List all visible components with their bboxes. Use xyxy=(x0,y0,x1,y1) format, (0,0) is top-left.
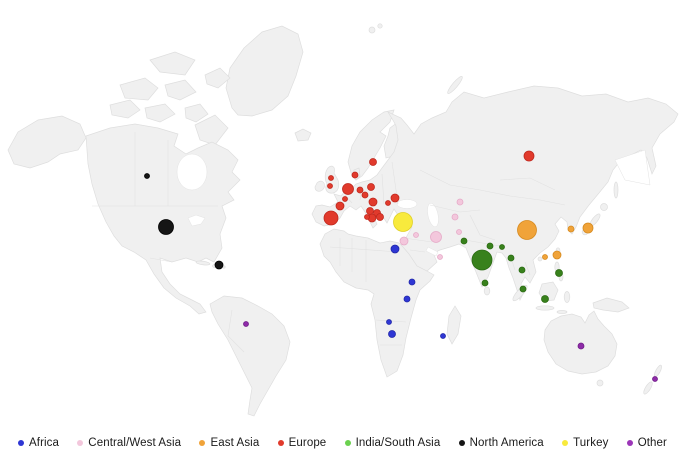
data-point-africa xyxy=(386,319,392,325)
legend-item-central-west-asia: Central/West Asia xyxy=(77,437,181,449)
data-point-africa xyxy=(440,333,446,339)
data-point-africa xyxy=(408,278,416,286)
land-africa xyxy=(319,228,435,378)
data-point-europe xyxy=(323,210,339,226)
data-point-europe xyxy=(523,150,535,162)
data-point-india-south-asia xyxy=(541,295,549,303)
data-point-east-asia xyxy=(582,222,594,234)
data-point-europe xyxy=(385,200,391,206)
legend-label: India/South Asia xyxy=(355,437,441,449)
legend-dot-india-south-asia xyxy=(344,440,351,446)
data-point-africa xyxy=(390,244,400,254)
land-madagascar xyxy=(446,305,462,345)
data-point-europe xyxy=(368,197,378,207)
inland-water xyxy=(176,149,651,257)
data-point-east-asia xyxy=(542,254,548,260)
data-point-europe xyxy=(376,213,384,221)
land-australia xyxy=(543,310,618,375)
data-point-other xyxy=(243,321,249,327)
legend-dot-turkey xyxy=(562,440,569,446)
data-point-central-west-asia xyxy=(399,236,409,246)
legend-label: East Asia xyxy=(210,437,260,449)
data-point-north-america xyxy=(158,219,174,235)
legend-label: Central/West Asia xyxy=(88,437,182,449)
legend-label: Africa xyxy=(29,437,59,449)
data-point-europe xyxy=(361,191,369,199)
data-point-europe xyxy=(327,183,333,189)
data-point-turkey xyxy=(393,212,413,232)
legend-label: Europe xyxy=(288,437,327,449)
data-point-europe xyxy=(342,196,348,202)
data-point-europe xyxy=(364,214,370,220)
data-point-north-america xyxy=(214,260,224,270)
data-point-europe xyxy=(367,183,375,191)
data-point-india-south-asia xyxy=(499,244,505,250)
data-point-europe xyxy=(335,201,345,211)
legend-item-india-south-asia: India/South Asia xyxy=(344,437,441,449)
legend-item-africa: Africa xyxy=(18,437,59,449)
data-point-india-south-asia xyxy=(460,237,468,245)
legend: Africa Central/West Asia East Asia Europe In… xyxy=(0,434,685,452)
legend-item-north-america: North America xyxy=(458,437,544,449)
data-point-europe xyxy=(369,158,377,166)
world-map-figure xyxy=(7,23,679,417)
data-point-central-west-asia xyxy=(456,229,462,235)
legend-dot-other xyxy=(626,440,633,446)
data-point-other xyxy=(577,342,585,350)
data-point-india-south-asia xyxy=(507,254,515,262)
data-point-africa xyxy=(403,295,411,303)
legend-item-turkey: Turkey xyxy=(562,437,608,449)
data-point-india-south-asia xyxy=(518,266,526,274)
land-alaska xyxy=(7,115,87,169)
data-point-europe xyxy=(390,193,400,203)
land-north-america xyxy=(85,123,241,315)
data-point-north-america xyxy=(144,173,150,179)
world-map-svg xyxy=(7,23,679,417)
data-point-central-west-asia xyxy=(437,254,443,260)
data-point-europe xyxy=(351,171,359,179)
data-points xyxy=(144,150,658,382)
data-point-central-west-asia xyxy=(451,213,459,221)
data-point-east-asia xyxy=(552,250,562,260)
legend-dot-east-asia xyxy=(199,440,206,446)
land-scandinavia xyxy=(347,109,395,181)
data-point-india-south-asia xyxy=(486,242,494,250)
legend-dot-europe xyxy=(277,440,284,446)
data-point-europe xyxy=(356,186,364,194)
data-point-europe xyxy=(366,207,374,215)
land-greenland xyxy=(225,25,304,117)
legend-label: North America xyxy=(469,437,544,449)
data-point-india-south-asia xyxy=(481,279,489,287)
data-point-africa xyxy=(388,330,396,338)
landmasses xyxy=(7,23,679,417)
legend-dot-africa xyxy=(18,440,24,446)
data-point-india-south-asia xyxy=(555,269,563,277)
land-new-zealand xyxy=(654,364,662,378)
data-point-india-south-asia xyxy=(471,249,493,271)
data-point-central-west-asia xyxy=(430,231,442,243)
data-point-east-asia xyxy=(517,220,537,240)
data-point-india-south-asia xyxy=(519,285,527,293)
legend-dot-central-west-asia xyxy=(77,440,84,446)
legend-item-other: Other xyxy=(626,437,667,449)
data-point-europe xyxy=(342,183,354,195)
legend-label: Other xyxy=(637,437,667,449)
data-point-east-asia xyxy=(567,225,575,233)
legend-label: Turkey xyxy=(573,437,609,449)
data-point-europe xyxy=(328,175,334,181)
data-point-central-west-asia xyxy=(413,232,419,238)
legend-dot-north-america xyxy=(458,440,465,446)
land-new-guinea xyxy=(592,297,630,313)
data-point-other xyxy=(652,376,658,382)
legend-item-europe: Europe xyxy=(277,437,327,449)
data-point-central-west-asia xyxy=(456,198,464,206)
land-south-america xyxy=(209,295,291,417)
legend-item-east-asia: East Asia xyxy=(199,437,259,449)
